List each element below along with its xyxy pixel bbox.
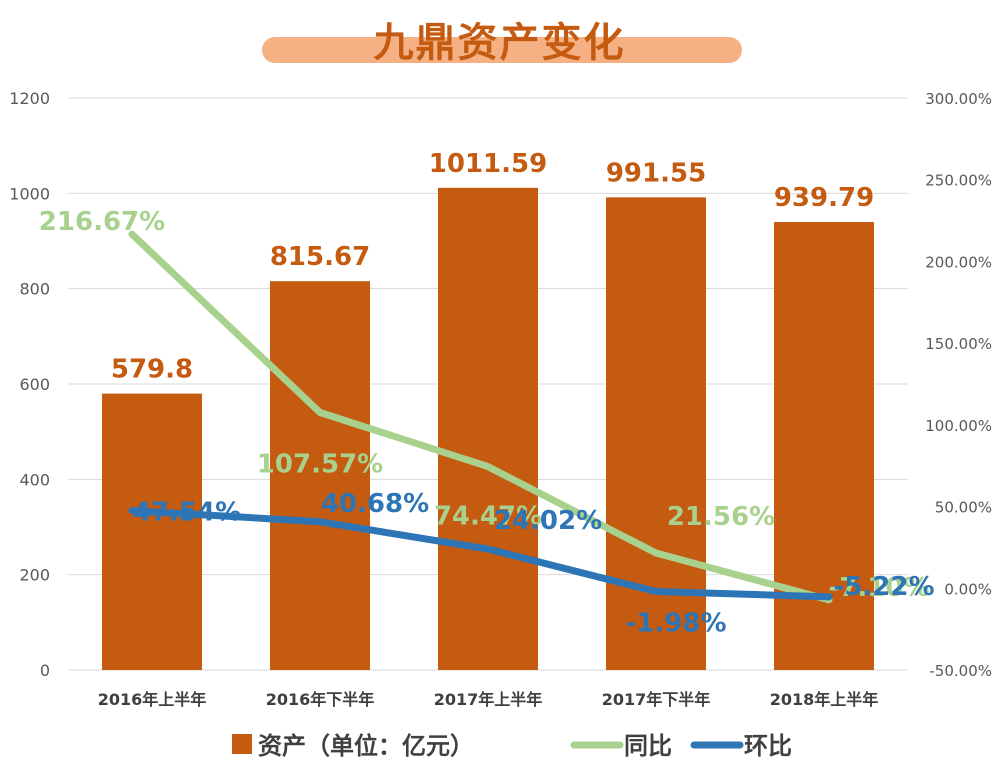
- legend-label-bar: 资产（单位：亿元）: [258, 732, 474, 760]
- qoq-value-label: -1.98%: [626, 609, 727, 639]
- category-label: 2017年下半年: [602, 690, 711, 709]
- right-tick-label: 200.00%: [925, 253, 992, 271]
- legend-label-yoy: 同比: [624, 732, 672, 760]
- legend: 资产（单位：亿元） 同比 环比: [232, 732, 792, 760]
- right-tick-label: 0.00%: [944, 580, 992, 598]
- right-tick-label: -50.00%: [929, 662, 992, 680]
- qoq-value-label: -5.22%: [834, 572, 935, 602]
- yoy-value-label: 216.67%: [39, 207, 165, 237]
- bar: [606, 197, 706, 671]
- bar-value-label: 991.55: [606, 158, 706, 188]
- left-tick-label: 1200: [9, 89, 50, 108]
- category-label: 2018年上半年: [770, 690, 879, 709]
- yoy-value-label: 74.47%: [434, 502, 542, 532]
- right-tick-label: 100.00%: [925, 417, 992, 435]
- left-tick-label: 600: [19, 375, 50, 394]
- category-label: 2016年下半年: [266, 690, 375, 709]
- yoy-value-label: 107.57%: [257, 449, 383, 479]
- legend-label-qoq: 环比: [744, 732, 792, 760]
- qoq-value-label: 47.54%: [133, 498, 241, 528]
- bar: [102, 393, 202, 670]
- left-tick-label: 0: [40, 661, 50, 680]
- title-highlight-bar: [262, 37, 742, 63]
- left-tick-label: 400: [19, 470, 50, 489]
- right-tick-label: 250.00%: [925, 172, 992, 190]
- category-label: 2017年上半年: [434, 690, 543, 709]
- yoy-value-label: -7.10%: [829, 573, 930, 603]
- bar-series: [102, 187, 874, 671]
- bar: [270, 281, 370, 670]
- category-axis-labels: 2016年上半年 2016年下半年 2017年上半年 2017年下半年 2018年上半年: [98, 690, 879, 709]
- right-tick-label: 300.00%: [925, 90, 992, 108]
- qoq-value-label: 40.68%: [321, 489, 429, 519]
- left-tick-label: 1000: [9, 184, 50, 203]
- line-series: [128, 230, 833, 604]
- bar: [438, 187, 538, 670]
- yoy-value-label: 21.56%: [667, 502, 775, 532]
- bar-value-label: 815.67: [270, 242, 370, 272]
- bar-value-label: 1011.59: [429, 149, 547, 179]
- right-tick-label: 50.00%: [935, 499, 992, 517]
- right-tick-label: 150.00%: [925, 335, 992, 353]
- bar-data-labels: 579.8 815.67 1011.59 991.55 939.79: [111, 149, 874, 385]
- category-label: 2016年上半年: [98, 690, 207, 709]
- left-tick-label: 800: [19, 280, 50, 299]
- legend-swatch-bar: [232, 734, 252, 754]
- left-tick-label: 200: [19, 566, 50, 585]
- right-axis-ticks: -50.00% 0.00% 50.00% 100.00% 150.00% 200.00% 2…: [925, 90, 992, 680]
- line-yoy: [128, 230, 833, 604]
- chart-title: 九鼎资产变化: [373, 20, 626, 66]
- line-data-labels: 216.67% 107.57% 74.47% 21.56% -7.10% 47.54% 40…: [39, 207, 935, 638]
- qoq-value-label: 24.02%: [494, 506, 602, 536]
- line-qoq: [128, 507, 833, 601]
- left-axis-ticks: 0 200 400 600 800 1000 1200: [9, 89, 50, 680]
- bar-value-label: 579.8: [111, 355, 193, 385]
- bar-value-label: 939.79: [774, 183, 874, 213]
